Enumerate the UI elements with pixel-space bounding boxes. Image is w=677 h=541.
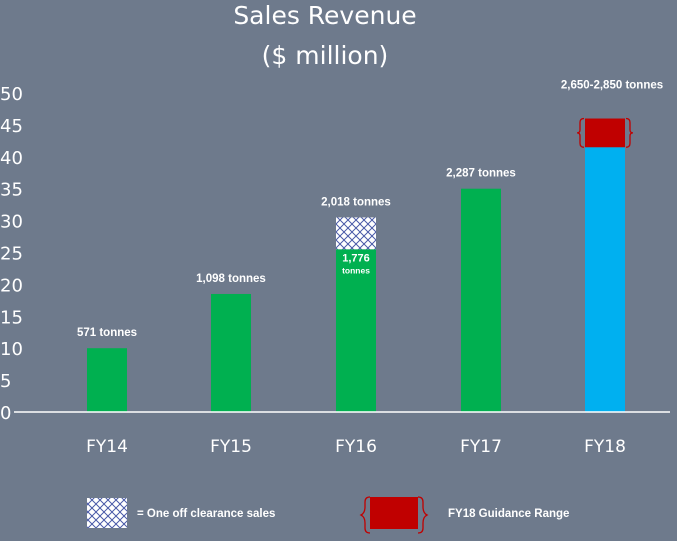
y-tick-label: 0 [0, 403, 11, 424]
legend-label-clearance: = One off clearance sales [137, 508, 275, 520]
x-tick-label: FY14 [86, 437, 128, 457]
guidance-brace-right [625, 117, 634, 148]
bar-fy14 [87, 348, 127, 412]
x-tick-label: FY16 [335, 437, 377, 457]
y-tick-label: 35 [0, 180, 23, 201]
chart-subtitle: ($ million) [262, 41, 389, 70]
legend-label-guidance: FY18 Guidance Range [448, 508, 569, 520]
y-tick-label: 50 [0, 84, 23, 105]
y-tick-label: 10 [0, 339, 23, 360]
y-tick-label: 5 [0, 371, 11, 392]
y-tick-label: 25 [0, 244, 23, 265]
bar-fy16-inner-value: 1,776 [342, 252, 370, 264]
x-axis: FY14 FY15 FY16 FY17 FY18 [14, 411, 670, 457]
bar-fy18 [585, 147, 625, 413]
data-label-fy15: 1,098 tonnes [196, 273, 266, 285]
guidance-brace-left [576, 117, 585, 148]
x-tick-label: FY17 [460, 437, 502, 457]
x-tick-label: FY18 [584, 437, 626, 457]
y-axis: 0 5 10 15 20 25 30 35 40 45 50 [0, 84, 23, 424]
legend-swatch-clearance [87, 498, 127, 528]
x-tick-label: FY15 [210, 437, 252, 457]
y-tick-label: 20 [0, 275, 23, 296]
bar-fy16-inner-unit: tonnes [342, 265, 370, 275]
legend-swatch-guidance [370, 497, 418, 529]
bar-fy16 [336, 249, 376, 412]
legend: = One off clearance sales FY18 Guidance … [87, 496, 569, 534]
y-tick-label: 45 [0, 116, 23, 137]
bar-fy15 [211, 293, 251, 412]
legend-brace-left [359, 496, 371, 534]
y-tick-label: 15 [0, 307, 23, 328]
bar-fy16-clearance-sales [336, 217, 376, 250]
data-label-fy17: 2,287 tonnes [446, 168, 516, 180]
y-tick-label: 30 [0, 212, 23, 233]
bars [87, 117, 634, 413]
legend-brace-right [417, 496, 429, 534]
y-tick-label: 40 [0, 148, 23, 169]
data-label-fy16: 2,018 tonnes [321, 196, 391, 208]
bar-fy18-guidance-range [585, 118, 625, 148]
bar-fy17 [461, 188, 501, 412]
chart-title: Sales Revenue [233, 1, 416, 30]
data-label-fy18: 2,650-2,850 tonnes [561, 80, 663, 92]
data-label-fy14: 571 tonnes [77, 327, 137, 339]
